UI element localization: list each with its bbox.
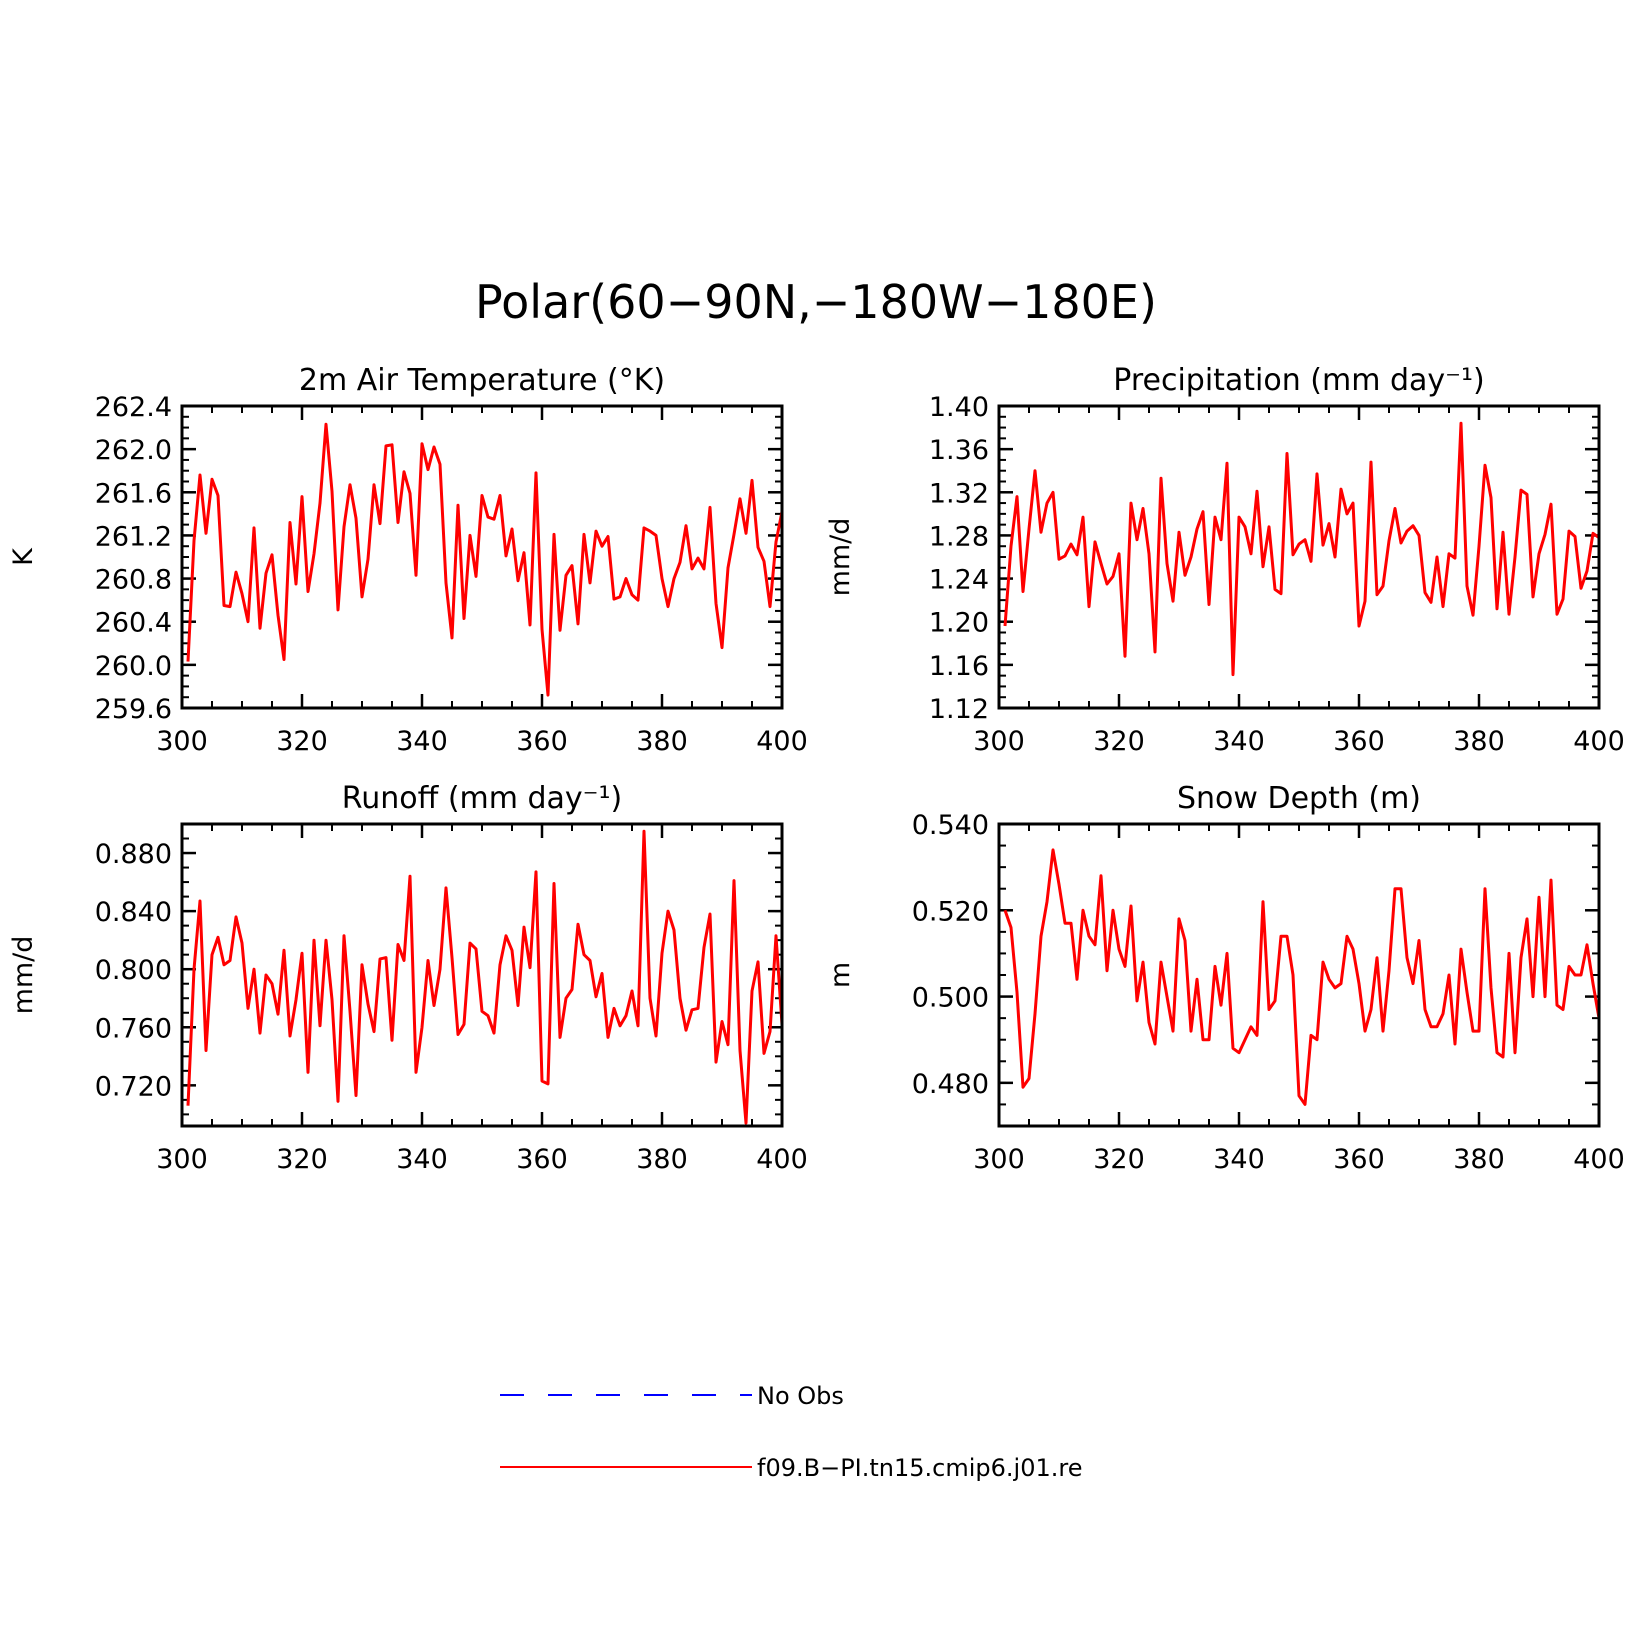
series-line (1003, 848, 1599, 1106)
plot-frame (997, 404, 1601, 710)
y-tick-label: 0.720 (95, 1071, 172, 1102)
panel-title: Snow Depth (m) (1177, 781, 1421, 816)
legend-label: f09.B−PI.tn15.cmip6.j01.re (757, 1454, 1082, 1482)
panel-title: Precipitation (mm day⁻¹) (1113, 363, 1484, 398)
figure-title: Polar(60−90N,−180W−180E) (475, 275, 1157, 329)
x-tick-label: 320 (276, 726, 328, 757)
y-tick-label: 1.12 (929, 694, 989, 725)
minor-ticks (181, 823, 783, 1126)
x-tick-label: 300 (156, 1144, 208, 1175)
y-tick-label: 0.800 (95, 955, 172, 986)
x-tick-label: 300 (973, 726, 1025, 757)
panel-title: 2m Air Temperature (°K) (299, 363, 665, 398)
x-tick-label: 380 (1453, 726, 1505, 757)
y-tick-label: 261.6 (95, 478, 172, 509)
legend-label: No Obs (757, 1382, 844, 1410)
x-tick-label: 340 (396, 726, 448, 757)
y-tick-label: 0.500 (912, 983, 989, 1014)
x-tick-label: 340 (1213, 726, 1265, 757)
y-tick-label: 262.4 (95, 392, 172, 423)
x-tick-label: 320 (276, 1144, 328, 1175)
series-line (186, 829, 782, 1125)
y-tick-label: 1.36 (929, 435, 989, 466)
x-tick-label: 360 (516, 1144, 568, 1175)
plot-frame (997, 822, 1601, 1128)
x-tick-label: 340 (396, 1144, 448, 1175)
panel-title: Runoff (mm day⁻¹) (342, 781, 623, 816)
x-tick-label: 380 (636, 726, 688, 757)
x-tick-label: 360 (1333, 1144, 1385, 1175)
x-tick-label: 400 (756, 1144, 808, 1175)
x-tick-label: 380 (1453, 1144, 1505, 1175)
series-line (186, 422, 782, 697)
legend-item: No Obs (500, 1382, 844, 1410)
y-tick-label: 1.32 (929, 478, 989, 509)
y-tick-label: 259.6 (95, 694, 172, 725)
y-axis-label: mm/d (825, 518, 856, 597)
y-tick-label: 0.540 (912, 810, 989, 841)
y-axis-label: m (825, 962, 856, 988)
y-tick-label: 1.40 (929, 392, 989, 423)
y-tick-label: 262.0 (95, 435, 172, 466)
y-axis-label: K (8, 547, 39, 566)
y-tick-label: 1.16 (929, 651, 989, 682)
y-tick-label: 0.520 (912, 896, 989, 927)
legend: No Obs f09.B−PI.tn15.cmip6.j01.re (500, 1382, 1082, 1482)
y-tick-label: 261.2 (95, 521, 172, 552)
x-tick-label: 400 (756, 726, 808, 757)
x-tick-label: 300 (156, 726, 208, 757)
chart-panel-3: Runoff (mm day⁻¹) mm/d 300 320 340 360 380 400 0… (8, 781, 808, 1175)
y-tick-label: 260.0 (95, 651, 172, 682)
y-tick-label: 1.20 (929, 608, 989, 639)
x-tick-label: 400 (1573, 726, 1625, 757)
x-tick-label: 400 (1573, 1144, 1625, 1175)
x-tick-label: 300 (973, 1144, 1025, 1175)
x-tick-label: 360 (1333, 726, 1385, 757)
legend-item: f09.B−PI.tn15.cmip6.j01.re (500, 1454, 1082, 1482)
chart-panel-4: Snow Depth (m) m 300 320 340 360 380 400 0.480 0.… (825, 781, 1625, 1175)
y-tick-label: 1.28 (929, 521, 989, 552)
y-tick-label: 0.760 (95, 1013, 172, 1044)
series-line (1003, 421, 1599, 677)
chart-panel-2: Precipitation (mm day⁻¹) mm/d 300 320 340 360… (825, 363, 1625, 757)
y-tick-label: 1.24 (929, 565, 989, 596)
x-tick-label: 360 (516, 726, 568, 757)
x-tick-label: 320 (1093, 1144, 1145, 1175)
y-axis-label: mm/d (8, 936, 39, 1015)
panels: 2m Air Temperature (°K) K 300 320 340 360 380 4… (8, 363, 1625, 1175)
y-tick-label: 260.8 (95, 565, 172, 596)
x-tick-label: 340 (1213, 1144, 1265, 1175)
x-tick-label: 380 (636, 1144, 688, 1175)
y-tick-label: 260.4 (95, 608, 172, 639)
y-tick-label: 0.880 (95, 839, 172, 870)
minor-ticks (998, 405, 1600, 709)
plot-frame (180, 822, 784, 1128)
plot-frame (180, 404, 784, 710)
y-tick-label: 0.480 (912, 1069, 989, 1100)
x-tick-label: 320 (1093, 726, 1145, 757)
y-tick-label: 0.840 (95, 897, 172, 928)
chart-panel-1: 2m Air Temperature (°K) K 300 320 340 360 380 4… (8, 363, 808, 757)
